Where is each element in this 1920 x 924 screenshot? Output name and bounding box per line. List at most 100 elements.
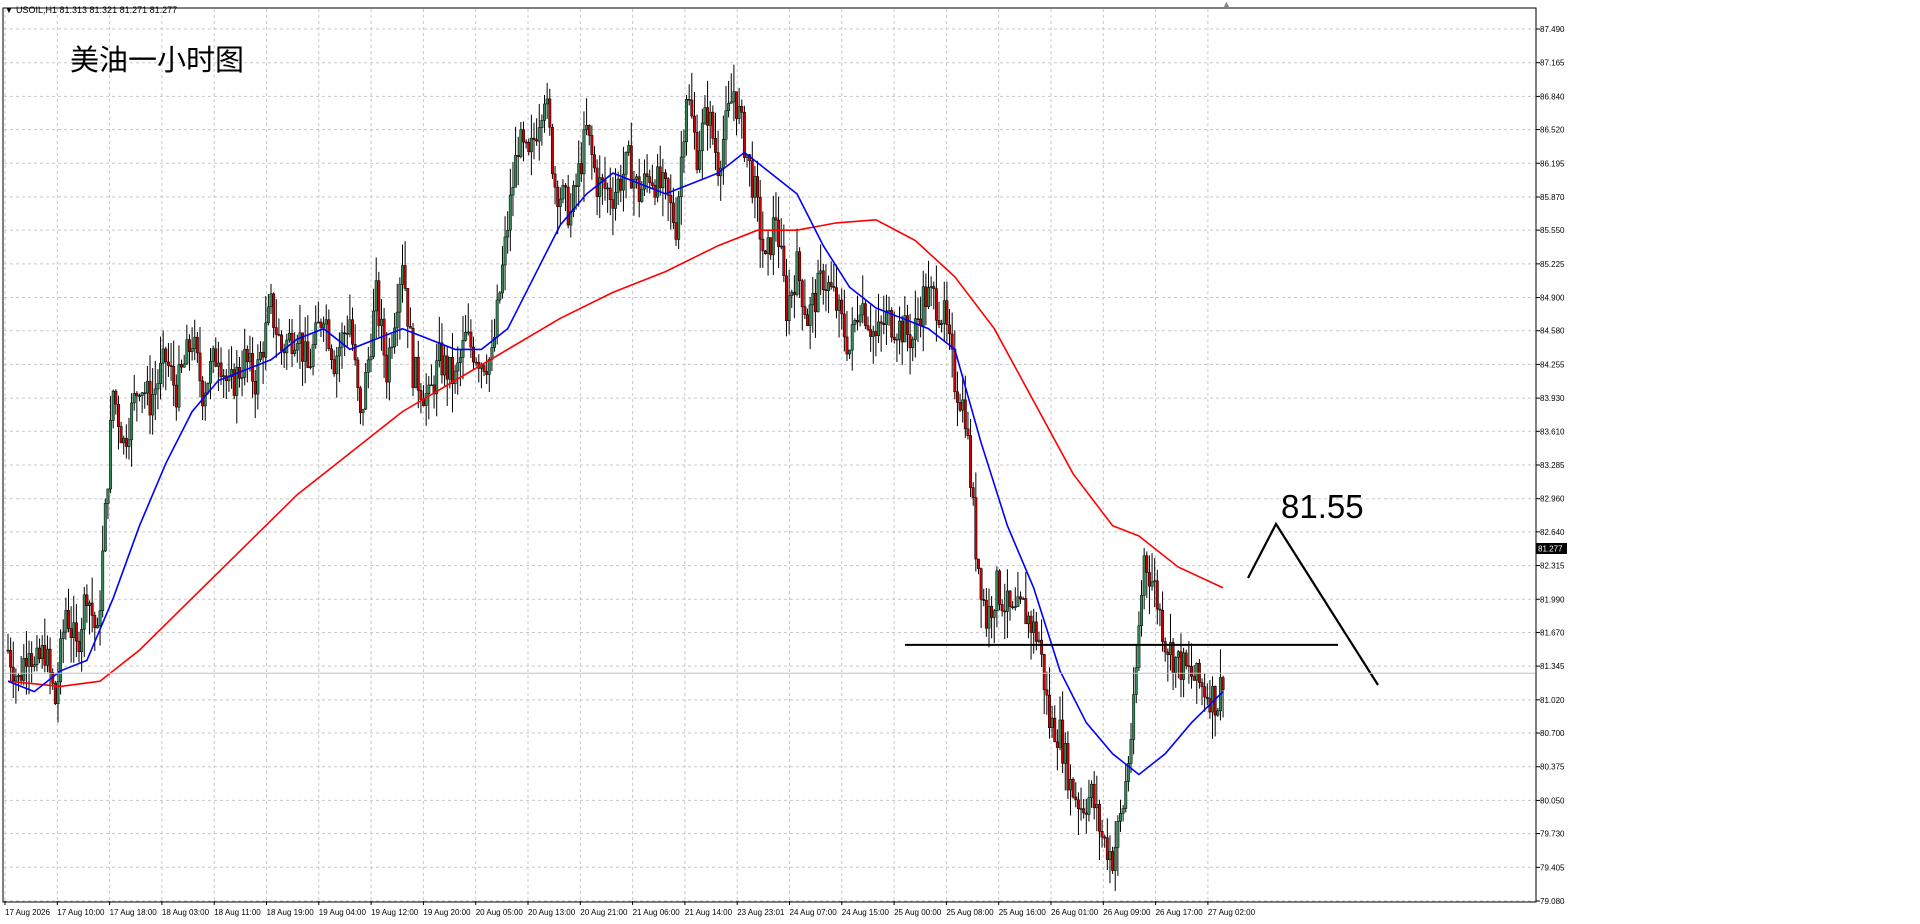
time-tick-label: 19 Aug 12:00 — [371, 908, 419, 917]
candle-body — [614, 191, 617, 209]
candle-body — [650, 182, 654, 186]
candle-body — [711, 111, 715, 139]
candle-body — [913, 318, 917, 340]
candle-body — [961, 399, 965, 411]
candle-body — [779, 245, 783, 248]
candle-body — [1176, 651, 1180, 658]
candle-body — [1142, 555, 1146, 596]
candle-body — [235, 366, 239, 396]
candle-body — [708, 111, 712, 126]
candle-body — [332, 359, 336, 375]
candle-body — [556, 186, 560, 207]
candle-body — [845, 336, 849, 355]
candle-body — [821, 270, 825, 291]
candle-body — [982, 599, 986, 601]
price-tick-label: 87.165 — [1540, 59, 1565, 68]
candle-body — [1116, 821, 1120, 848]
candle-body — [861, 303, 865, 316]
candle-body — [1040, 639, 1044, 655]
candle-body — [130, 402, 134, 441]
chart-title: 美油一小时图 — [70, 44, 244, 77]
candle-body — [148, 381, 152, 416]
candle-body — [448, 357, 452, 380]
candle-body — [842, 313, 846, 338]
candle-body — [763, 250, 767, 255]
candle-body — [629, 145, 633, 189]
candle-body — [795, 251, 799, 295]
candle-body — [940, 323, 944, 325]
candle-body — [1037, 639, 1041, 642]
candle-body — [1190, 666, 1193, 677]
candle-body — [1000, 604, 1004, 612]
candle-body — [848, 349, 852, 355]
candle-body — [624, 152, 628, 175]
candle-body — [90, 602, 94, 616]
candle-body — [729, 101, 733, 104]
candle-body — [340, 332, 344, 348]
candle-body — [582, 129, 586, 175]
candle-body — [69, 628, 73, 638]
candle-body — [992, 610, 996, 618]
candle-body — [1045, 689, 1049, 696]
candle-body — [309, 366, 312, 368]
candle-body — [132, 393, 136, 404]
candle-body — [414, 356, 418, 388]
candle-body — [1058, 719, 1062, 748]
candle-body — [190, 348, 194, 352]
candle-body — [685, 99, 688, 142]
candle-body — [214, 348, 218, 367]
candle-body — [248, 353, 252, 363]
candle-body — [403, 265, 407, 289]
candle-body — [351, 319, 354, 345]
candle-body — [177, 364, 181, 408]
candle-body — [261, 352, 265, 358]
candle-body — [682, 141, 686, 158]
candle-body — [566, 186, 570, 226]
candle-body — [348, 319, 352, 335]
candle-body — [98, 610, 102, 626]
candle-body — [840, 299, 844, 315]
candle-body — [756, 176, 759, 198]
time-tick-label: 20 Aug 13:00 — [528, 908, 576, 917]
candle-body — [500, 264, 504, 294]
candle-body — [787, 295, 791, 321]
candle-body — [553, 173, 557, 188]
candle-body — [219, 362, 223, 378]
candle-body — [385, 354, 389, 383]
candle-body — [11, 666, 15, 682]
candle-body — [971, 487, 975, 498]
candle-body — [750, 160, 754, 198]
candle-body — [827, 282, 831, 291]
candle-body — [464, 331, 468, 341]
price-tick-label: 79.080 — [1540, 897, 1565, 906]
candle-body — [1100, 831, 1104, 838]
candle-body — [585, 124, 589, 131]
candle-body — [17, 675, 20, 677]
candle-body — [1092, 783, 1096, 809]
candle-body — [1195, 663, 1199, 681]
price-tick-label: 86.840 — [1540, 92, 1565, 101]
scroll-marker-icon[interactable]: ▲ — [1222, 0, 1231, 9]
candle-body — [529, 137, 533, 153]
candle-body — [608, 187, 612, 200]
price-tick-label: 82.640 — [1540, 528, 1565, 537]
chevron-down-icon[interactable]: ▼ — [5, 6, 13, 15]
candle-body — [1129, 739, 1133, 764]
candle-body — [677, 196, 681, 240]
candle-body — [174, 384, 178, 408]
candle-body — [161, 348, 165, 364]
key-level-label: 81.55 — [1281, 488, 1364, 525]
time-tick-label: 26 Aug 17:00 — [1156, 908, 1204, 917]
candle-body — [879, 321, 883, 324]
candle-body — [1103, 836, 1107, 839]
candle-body — [706, 107, 710, 126]
candle-body — [1121, 808, 1125, 814]
ma-fast-line — [7, 151, 1224, 776]
candle-body — [40, 645, 44, 659]
candle-body — [272, 293, 276, 328]
candle-body — [369, 356, 373, 361]
candle-body — [159, 362, 162, 384]
candle-body — [537, 127, 541, 142]
candle-body — [1113, 847, 1117, 871]
candle-body — [1026, 615, 1030, 625]
